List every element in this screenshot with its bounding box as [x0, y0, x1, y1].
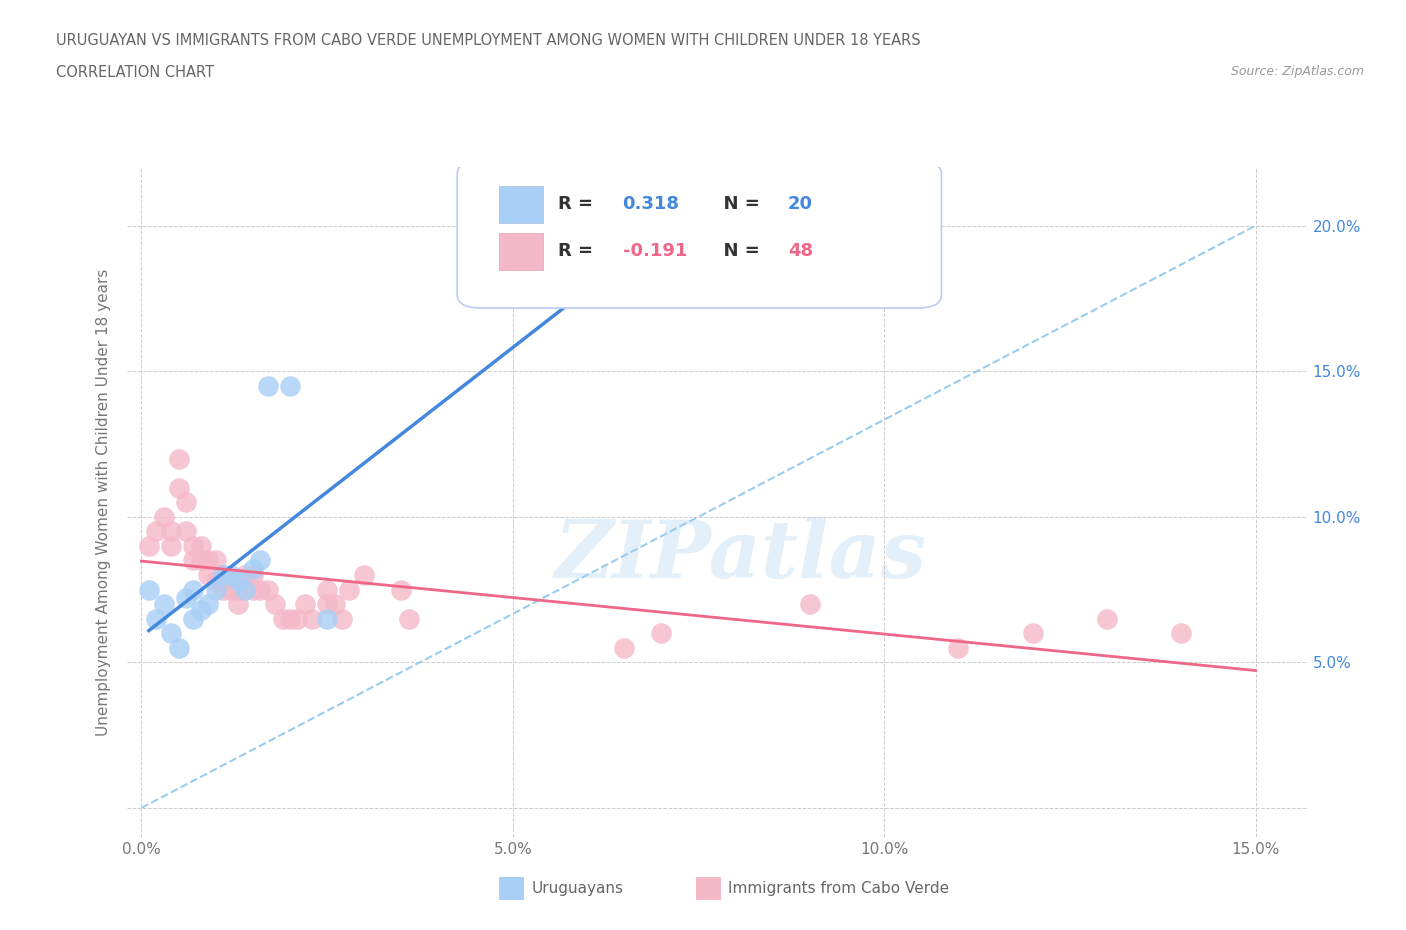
Point — [337, 582, 360, 597]
Point — [138, 538, 160, 553]
Point — [145, 611, 167, 626]
Text: Immigrants from Cabo Verde: Immigrants from Cabo Verde — [728, 881, 949, 896]
Point — [219, 567, 242, 582]
Point — [183, 582, 205, 597]
Point — [190, 538, 212, 553]
Point — [799, 597, 821, 612]
Point — [256, 582, 278, 597]
Point — [1170, 626, 1192, 641]
Text: N =: N = — [711, 242, 766, 260]
Text: URUGUAYAN VS IMMIGRANTS FROM CABO VERDE UNEMPLOYMENT AMONG WOMEN WITH CHILDREN U: URUGUAYAN VS IMMIGRANTS FROM CABO VERDE … — [56, 33, 921, 47]
Point — [152, 510, 174, 525]
Point — [271, 611, 294, 626]
Point — [204, 553, 226, 568]
Point — [183, 553, 205, 568]
Point — [323, 597, 346, 612]
Text: -0.191: -0.191 — [623, 242, 688, 260]
FancyBboxPatch shape — [499, 186, 544, 222]
Text: ZIPatlas: ZIPatlas — [554, 517, 927, 594]
Point — [152, 597, 174, 612]
Point — [330, 611, 353, 626]
Point — [204, 574, 226, 589]
Point — [242, 562, 264, 577]
Point — [167, 480, 190, 495]
Point — [219, 582, 242, 597]
FancyBboxPatch shape — [499, 232, 544, 270]
Point — [1022, 626, 1045, 641]
Point — [145, 524, 167, 538]
Point — [190, 553, 212, 568]
Point — [1095, 611, 1118, 626]
Point — [256, 379, 278, 393]
Point — [212, 582, 235, 597]
Point — [183, 611, 205, 626]
Point — [226, 582, 249, 597]
Text: 0.318: 0.318 — [623, 195, 679, 213]
Point — [160, 524, 183, 538]
Point — [389, 582, 412, 597]
Point — [138, 582, 160, 597]
Point — [174, 495, 197, 510]
Point — [167, 641, 190, 656]
Point — [183, 538, 205, 553]
Text: N =: N = — [711, 195, 766, 213]
Point — [235, 567, 257, 582]
Text: R =: R = — [558, 195, 599, 213]
Point — [167, 451, 190, 466]
Point — [353, 567, 375, 582]
Point — [174, 591, 197, 605]
Point — [301, 611, 323, 626]
Point — [278, 611, 301, 626]
Point — [398, 611, 420, 626]
Point — [242, 582, 264, 597]
Text: Uruguayans: Uruguayans — [531, 881, 623, 896]
Point — [160, 626, 183, 641]
Point — [235, 582, 257, 597]
Point — [613, 641, 636, 656]
Point — [190, 603, 212, 618]
Text: Source: ZipAtlas.com: Source: ZipAtlas.com — [1230, 65, 1364, 78]
Point — [316, 597, 339, 612]
Point — [242, 567, 264, 582]
Y-axis label: Unemployment Among Women with Children Under 18 years: Unemployment Among Women with Children U… — [96, 269, 111, 736]
Point — [264, 597, 287, 612]
Point — [197, 553, 219, 568]
Point — [204, 582, 226, 597]
Text: R =: R = — [558, 242, 599, 260]
Point — [650, 626, 672, 641]
Point — [287, 611, 309, 626]
Point — [294, 597, 316, 612]
Text: 20: 20 — [787, 195, 813, 213]
Point — [197, 567, 219, 582]
Point — [226, 597, 249, 612]
Point — [249, 582, 271, 597]
Text: CORRELATION CHART: CORRELATION CHART — [56, 65, 214, 80]
Point — [948, 641, 970, 656]
Point — [249, 553, 271, 568]
Point — [212, 567, 235, 582]
Point — [278, 379, 301, 393]
Point — [197, 597, 219, 612]
Point — [174, 524, 197, 538]
Point — [226, 574, 249, 589]
Text: 48: 48 — [787, 242, 813, 260]
Point — [316, 582, 339, 597]
Point — [212, 567, 235, 582]
FancyBboxPatch shape — [457, 161, 942, 308]
Point — [316, 611, 339, 626]
Point — [160, 538, 183, 553]
